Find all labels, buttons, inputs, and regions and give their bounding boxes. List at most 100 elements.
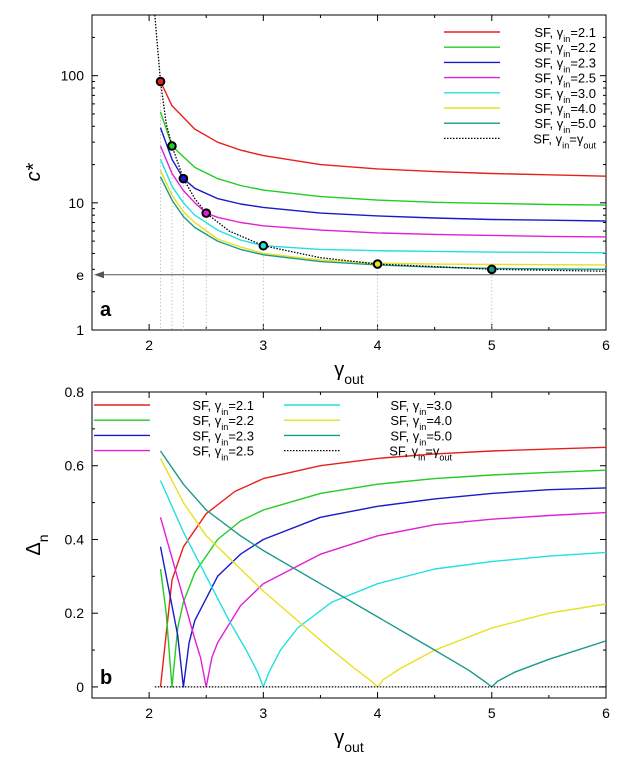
y-tick-label: 0 — [76, 679, 84, 695]
x-axis-label: γout — [334, 359, 364, 387]
legend-entry-base: SF, γ — [534, 86, 563, 101]
legend-entry-base: SF, γ — [389, 444, 418, 459]
legend-entry: SF, γin=2.5 — [192, 444, 254, 463]
series-line-gamma-in-4-0 — [159, 170, 606, 266]
y-axis-label: Δn — [23, 534, 51, 555]
x-tick-label: 5 — [488, 705, 496, 721]
x-axis-label-sub: out — [344, 739, 364, 755]
legend-entry: SF, γin=2.3 — [192, 428, 254, 447]
series-line-gamma-in-3-0 — [159, 159, 606, 254]
legend-entry-value: =2.2 — [228, 413, 254, 428]
plot-frame-a — [91, 14, 607, 331]
legend-entry: SF, γin=3.0 — [390, 398, 452, 417]
legend-entry-base: SF, γ — [534, 101, 563, 116]
legend-b: SF, γin=2.1SF, γin=2.2SF, γin=2.3SF, γin… — [94, 398, 452, 463]
x-tick-label: 3 — [259, 705, 267, 721]
legend-entry-sub: in — [221, 422, 228, 432]
legend-entry-value: =2.3 — [228, 428, 254, 443]
x-axis-label: γout — [334, 727, 364, 755]
series-group-b — [154, 446, 606, 688]
x-axis-label-main: γ — [334, 727, 344, 749]
legend-entry-value: =4.0 — [426, 413, 452, 428]
series-line-gamma-in-4-0 — [159, 458, 606, 688]
marker-point — [486, 264, 497, 275]
series-line-gamma-in-2-1 — [159, 446, 606, 687]
legend-entry-base: SF, γ — [390, 398, 419, 413]
panel-label: b — [100, 667, 112, 689]
legend-entry-sub: in — [419, 407, 426, 417]
legend-entry-sub: in — [419, 422, 426, 432]
legend-entry-base: SF, γ — [533, 131, 562, 146]
legend-entry-value: =5.0 — [570, 116, 596, 131]
x-tick-label: 6 — [602, 337, 610, 353]
legend-entry-base: SF, γ — [192, 413, 221, 428]
y-tick-label: 0.8 — [65, 384, 85, 400]
legend-entry-sub: in — [221, 407, 228, 417]
legend-entry-value: =2.5 — [228, 444, 254, 459]
x-tick-label: 4 — [374, 705, 382, 721]
y-axis-label-sub: n — [35, 534, 51, 542]
y-tick-label: 0.6 — [65, 458, 85, 474]
x-axis-label-main: γ — [334, 359, 344, 381]
legend-entry-base: SF, γ — [390, 413, 419, 428]
y-tick-label: 0.2 — [65, 605, 85, 621]
legend-entry: SF, γin=2.2 — [534, 40, 596, 59]
legend-entry-value: =γ — [425, 444, 440, 459]
series-line-gamma-in-2-3 — [159, 487, 606, 688]
y-axis-label: c* — [23, 162, 45, 181]
legend-entry-value: =2.1 — [228, 398, 254, 413]
series-line-gamma-in-2-1 — [159, 81, 606, 177]
legend-entry: SF, γin=4.0 — [534, 101, 596, 120]
legend-entry-sub: in — [563, 49, 570, 59]
series-line-gamma-in-eq-gamma-out — [154, 15, 606, 272]
legend-entry-sub: in — [221, 453, 228, 463]
y-axis-label-main: Δ — [23, 542, 45, 555]
plot-frame-b — [91, 391, 607, 699]
legend-entry: SF, γin=5.0 — [534, 116, 596, 135]
legend-a: SF, γin=2.1SF, γin=2.2SF, γin=2.3SF, γin… — [444, 25, 596, 150]
legend-entry-sub: in — [418, 453, 425, 463]
x-tick-label: 4 — [374, 337, 382, 353]
marker-point — [258, 240, 269, 251]
y-tick-label: 10 — [68, 195, 84, 211]
legend-entry-base: SF, γ — [534, 55, 563, 70]
reference-line-label: e — [76, 267, 84, 283]
legend-entry-value: =2.5 — [570, 71, 596, 86]
legend-entry-base: SF, γ — [534, 25, 563, 40]
legend-entry-base: SF, γ — [534, 116, 563, 131]
legend-entry-sub: in — [563, 125, 570, 135]
panel-label: a — [100, 299, 112, 321]
legend-entry: SF, γin=2.1 — [192, 398, 254, 417]
legend-entry-value: =2.2 — [570, 40, 596, 55]
legend-entry-value: =2.1 — [570, 25, 596, 40]
series-line-gamma-in-5-0 — [159, 176, 606, 270]
legend-entry-base: SF, γ — [534, 40, 563, 55]
y-tick-label: 100 — [61, 68, 85, 84]
legend-entry-sub: in — [563, 64, 570, 74]
legend-entry-sub: in — [419, 437, 426, 447]
legend-entry-sub: in — [221, 437, 228, 447]
legend-entry-base: SF, γ — [192, 444, 221, 459]
legend-entry: SF, γin=γout — [389, 444, 452, 463]
x-tick-label: 2 — [145, 337, 153, 353]
x-tick-label: 3 — [259, 337, 267, 353]
legend-entry: SF, γin=3.0 — [534, 86, 596, 105]
y-tick-label: 1 — [76, 322, 84, 338]
y-tick-label: 0.4 — [65, 531, 85, 547]
marker-point — [178, 173, 189, 184]
x-axis-label-sub: out — [344, 371, 364, 387]
legend-entry-base: SF, γ — [192, 428, 221, 443]
legend-entry: SF, γin=γout — [533, 131, 596, 150]
x-tick-label: 5 — [488, 337, 496, 353]
x-tick-label: 2 — [145, 705, 153, 721]
series-line-gamma-in-3-0 — [159, 480, 606, 688]
legend-entry-value: =3.0 — [570, 86, 596, 101]
legend-entry: SF, γin=2.3 — [534, 55, 596, 74]
series-line-gamma-in-2-5 — [159, 145, 606, 238]
marker-point — [201, 208, 212, 218]
legend-entry-value: =2.3 — [570, 55, 596, 70]
series-line-gamma-in-2-2 — [159, 469, 606, 688]
legend-entry-sub: in — [562, 140, 569, 150]
legend-entry-value: =3.0 — [426, 398, 452, 413]
